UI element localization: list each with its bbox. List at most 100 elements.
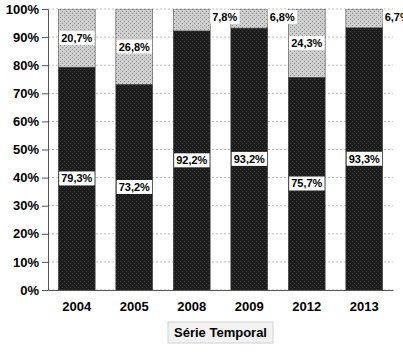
bar-segment bbox=[346, 9, 383, 28]
y-tick-mark bbox=[42, 290, 48, 291]
y-tick-label: 30% bbox=[13, 198, 39, 213]
data-label: 75,7% bbox=[289, 176, 324, 190]
grid-line bbox=[48, 261, 393, 262]
y-tick: 20% bbox=[13, 226, 48, 241]
y-tick-label: 80% bbox=[13, 58, 39, 73]
data-label-text: 24,3% bbox=[291, 37, 322, 49]
y-tick-label: 20% bbox=[13, 226, 39, 241]
data-label: 6,7% bbox=[383, 10, 403, 24]
x-tick: 2008 bbox=[177, 290, 206, 314]
y-tick-label: 0% bbox=[20, 283, 39, 298]
bar-segment bbox=[231, 28, 268, 290]
data-label-text: 75,7% bbox=[291, 177, 322, 189]
data-label: 26,8% bbox=[117, 40, 152, 54]
grid-line bbox=[48, 121, 393, 122]
x-tick: 2009 bbox=[235, 290, 264, 314]
y-axis-line bbox=[48, 10, 49, 291]
data-label: 6,8% bbox=[268, 10, 297, 24]
bar-segment bbox=[173, 9, 210, 31]
data-label-bg bbox=[289, 176, 324, 190]
x-tick-label: 2013 bbox=[350, 299, 379, 314]
grid-line bbox=[48, 149, 393, 150]
bar-segment bbox=[58, 9, 95, 67]
x-tick-label: 2008 bbox=[177, 299, 206, 314]
x-tick: 2004 bbox=[62, 290, 92, 314]
y-tick-label: 70% bbox=[13, 86, 39, 101]
data-label-bg bbox=[289, 36, 324, 50]
x-tick-label: 2009 bbox=[235, 299, 264, 314]
data-label-bg bbox=[232, 152, 267, 166]
data-label: 24,3% bbox=[289, 36, 324, 50]
data-label: 79,3% bbox=[59, 171, 94, 185]
data-label-bg bbox=[59, 31, 94, 45]
data-label-text: 26,8% bbox=[119, 41, 150, 53]
bar-segment bbox=[116, 9, 153, 84]
y-tick-mark bbox=[42, 37, 48, 38]
x-tick: 2005 bbox=[120, 290, 149, 314]
bar-segment bbox=[58, 67, 95, 290]
grid-line bbox=[48, 9, 393, 10]
data-label-text: 92,2% bbox=[176, 154, 207, 166]
x-axis: 2004 2005 2008 2009 2012 2013 bbox=[49, 290, 394, 314]
y-tick: 30% bbox=[13, 198, 48, 213]
data-label-bg bbox=[268, 10, 297, 24]
data-label: 93,2% bbox=[232, 152, 267, 166]
y-tick-label: 10% bbox=[13, 255, 39, 270]
data-labels: 79,3% 73,2% 92,2% 93,2% 75,7% 93,3% 20,7% 26,8%… bbox=[59, 10, 403, 194]
data-label-bg bbox=[59, 171, 94, 185]
grid-line bbox=[48, 177, 393, 178]
grid-line bbox=[48, 233, 393, 234]
data-label-bg bbox=[383, 10, 403, 24]
y-tick-label: 60% bbox=[13, 114, 39, 129]
data-label-bg bbox=[174, 153, 209, 167]
data-label-text: 6,7% bbox=[385, 11, 403, 23]
y-tick-label: 50% bbox=[13, 142, 39, 157]
y-tick: 50% bbox=[13, 142, 48, 157]
plot: 79,3% 73,2% 92,2% 93,2% 75,7% 93,3% 20,7% 26,8%… bbox=[6, 2, 403, 315]
y-tick-mark bbox=[42, 262, 48, 263]
x-tick: 2013 bbox=[350, 290, 379, 314]
data-label-text: 7,8% bbox=[212, 11, 237, 23]
data-label: 7,8% bbox=[210, 10, 239, 24]
y-tick-mark bbox=[42, 206, 48, 207]
x-tick: 2012 bbox=[292, 290, 321, 314]
y-tick: 90% bbox=[13, 30, 48, 45]
y-tick-label: 100% bbox=[6, 2, 40, 17]
data-label-text: 20,7% bbox=[61, 32, 92, 44]
x-tick-label: 2004 bbox=[62, 299, 92, 314]
x-tick-label: 2005 bbox=[120, 299, 149, 314]
data-label-text: 6,8% bbox=[270, 11, 295, 23]
y-tick-mark bbox=[42, 65, 48, 66]
y-axis: 0% 10% 20% 30% 40% 50% 60% 70% 80% 90% 100% bbox=[6, 2, 49, 298]
data-label: 93,3% bbox=[347, 152, 382, 166]
y-tick: 60% bbox=[13, 114, 48, 129]
data-label-bg bbox=[347, 152, 382, 166]
grid-line bbox=[48, 65, 393, 66]
y-tick-mark bbox=[42, 150, 48, 151]
grid-line bbox=[48, 290, 393, 291]
x-axis-title-text: Série Temporal bbox=[174, 325, 267, 340]
bars bbox=[58, 9, 382, 290]
y-tick: 40% bbox=[13, 170, 48, 185]
data-label-text: 73,2% bbox=[119, 181, 150, 193]
y-tick: 100% bbox=[6, 2, 48, 17]
chart: 79,3% 73,2% 92,2% 93,2% 75,7% 93,3% 20,7% 26,8%… bbox=[0, 0, 403, 353]
y-tick-label: 40% bbox=[13, 170, 39, 185]
y-tick-mark bbox=[42, 121, 48, 122]
bar-segment bbox=[288, 77, 325, 290]
grid bbox=[48, 9, 393, 290]
data-label-text: 93,2% bbox=[234, 153, 265, 165]
y-tick: 80% bbox=[13, 58, 48, 73]
y-tick-mark bbox=[42, 178, 48, 179]
data-label-bg bbox=[117, 40, 152, 54]
x-axis-line bbox=[49, 290, 394, 291]
grid-line bbox=[48, 205, 393, 206]
data-label-text: 93,3% bbox=[349, 153, 380, 165]
bar-segment bbox=[116, 84, 153, 290]
y-tick: 0% bbox=[20, 283, 48, 298]
data-label-bg bbox=[210, 10, 239, 24]
y-tick: 70% bbox=[13, 86, 48, 101]
grid-line bbox=[48, 37, 393, 38]
grid-line bbox=[48, 93, 393, 94]
x-axis-title: Série Temporal bbox=[168, 322, 273, 343]
